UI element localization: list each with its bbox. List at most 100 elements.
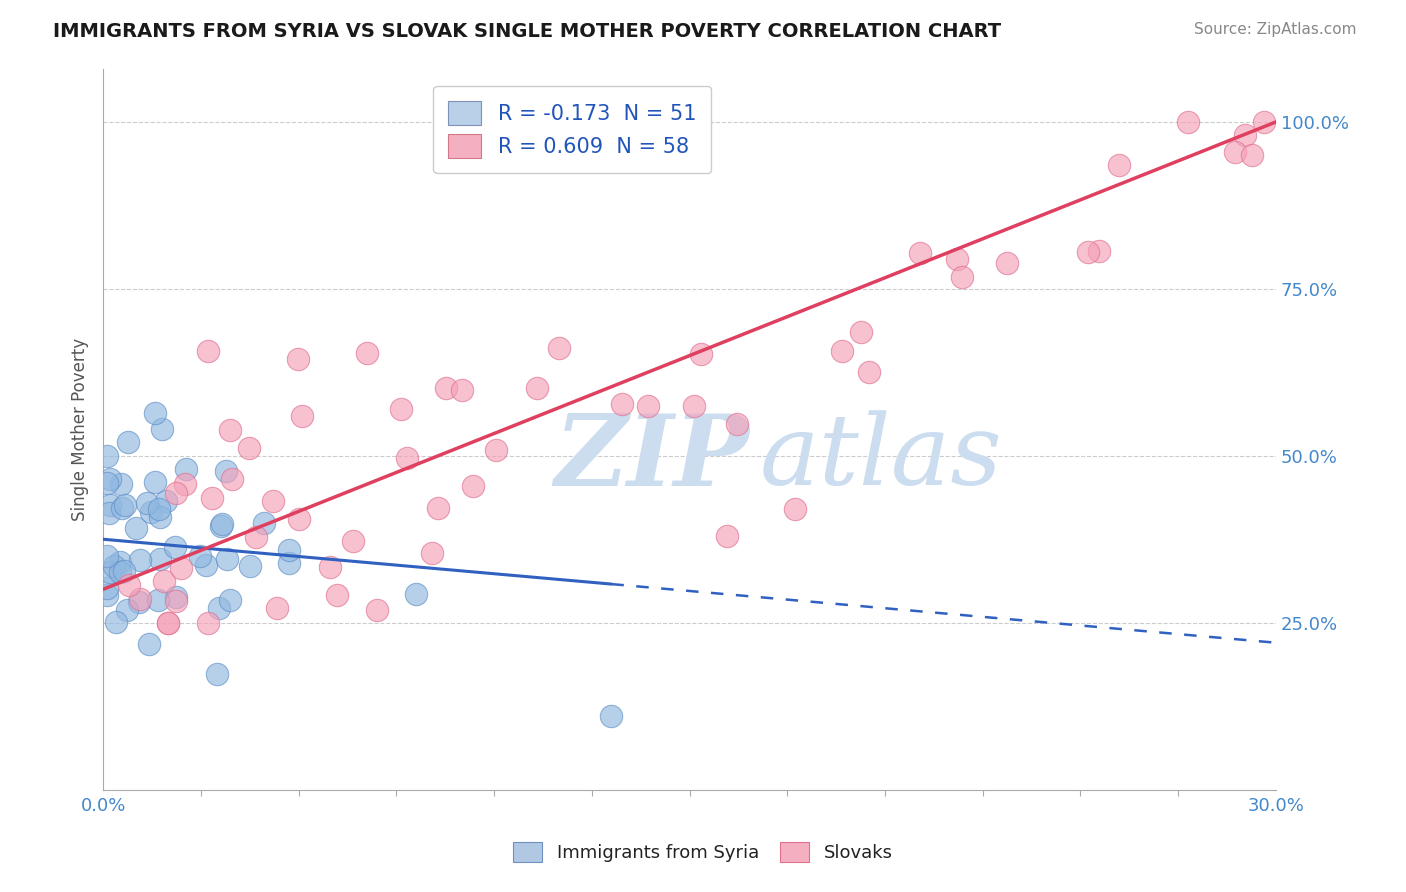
Point — [463, 479, 485, 493]
Point — [1253, 115, 1275, 129]
Point — [1234, 128, 1257, 143]
Point — [262, 494, 284, 508]
Point — [637, 400, 659, 414]
Point — [165, 540, 187, 554]
Point — [291, 409, 314, 424]
Point — [1177, 115, 1199, 129]
Point — [485, 442, 508, 457]
Point — [117, 602, 139, 616]
Point — [526, 381, 548, 395]
Point — [682, 399, 704, 413]
Text: IMMIGRANTS FROM SYRIA VS SLOVAK SINGLE MOTHER POVERTY CORRELATION CHART: IMMIGRANTS FROM SYRIA VS SLOVAK SINGLE M… — [53, 22, 1001, 41]
Point — [278, 542, 301, 557]
Point — [600, 709, 623, 723]
Point — [98, 498, 121, 512]
Point — [725, 417, 748, 432]
Point — [157, 615, 180, 630]
Point — [170, 561, 193, 575]
Text: atlas: atlas — [759, 410, 1002, 506]
Point — [215, 552, 238, 566]
Point — [1108, 158, 1130, 172]
Point — [108, 566, 131, 580]
Point — [125, 521, 148, 535]
Point — [245, 530, 267, 544]
Point — [138, 637, 160, 651]
Point — [205, 667, 228, 681]
Point — [152, 574, 174, 588]
Point — [209, 519, 232, 533]
Point — [434, 381, 457, 395]
Point — [112, 564, 135, 578]
Point — [197, 615, 219, 630]
Point — [391, 402, 413, 417]
Point — [118, 578, 141, 592]
Y-axis label: Single Mother Poverty: Single Mother Poverty — [72, 337, 89, 521]
Point — [221, 473, 243, 487]
Point — [612, 396, 634, 410]
Legend: Immigrants from Syria, Slovaks: Immigrants from Syria, Slovaks — [506, 834, 900, 870]
Point — [995, 256, 1018, 270]
Point — [849, 325, 872, 339]
Point — [105, 615, 128, 629]
Point — [950, 269, 973, 284]
Point — [287, 351, 309, 366]
Point — [174, 477, 197, 491]
Point — [716, 529, 738, 543]
Point — [908, 245, 931, 260]
Point — [98, 565, 121, 579]
Point — [326, 588, 349, 602]
Point — [208, 601, 231, 615]
Point — [215, 464, 238, 478]
Point — [128, 594, 150, 608]
Point — [356, 346, 378, 360]
Point — [128, 591, 150, 606]
Point — [396, 451, 419, 466]
Point — [148, 502, 170, 516]
Point — [136, 495, 159, 509]
Point — [1223, 145, 1246, 160]
Point — [110, 476, 132, 491]
Point — [197, 343, 219, 358]
Point — [149, 552, 172, 566]
Point — [785, 502, 807, 516]
Point — [219, 593, 242, 607]
Point — [165, 486, 187, 500]
Point — [342, 533, 364, 548]
Point — [319, 560, 342, 574]
Point — [1077, 244, 1099, 259]
Point — [97, 506, 120, 520]
Point — [129, 553, 152, 567]
Point — [96, 449, 118, 463]
Point — [155, 493, 177, 508]
Point — [145, 406, 167, 420]
Point — [111, 501, 134, 516]
Point — [547, 341, 569, 355]
Point — [176, 462, 198, 476]
Point — [366, 603, 388, 617]
Point — [690, 347, 713, 361]
Point — [149, 509, 172, 524]
Point — [165, 591, 187, 605]
Point — [150, 422, 173, 436]
Point — [114, 498, 136, 512]
Legend: R = -0.173  N = 51, R = 0.609  N = 58: R = -0.173 N = 51, R = 0.609 N = 58 — [433, 87, 711, 173]
Point — [858, 365, 880, 379]
Point — [165, 594, 187, 608]
Point — [96, 549, 118, 563]
Point — [239, 558, 262, 573]
Point — [211, 516, 233, 531]
Point — [278, 557, 301, 571]
Point — [139, 505, 162, 519]
Point — [831, 344, 853, 359]
Point — [188, 549, 211, 564]
Point — [946, 252, 969, 266]
Point — [1087, 244, 1109, 258]
Point — [201, 491, 224, 505]
Point — [117, 435, 139, 450]
Point — [405, 587, 427, 601]
Point — [146, 593, 169, 607]
Point — [219, 423, 242, 437]
Point — [145, 475, 167, 489]
Point — [96, 582, 118, 596]
Point — [450, 383, 472, 397]
